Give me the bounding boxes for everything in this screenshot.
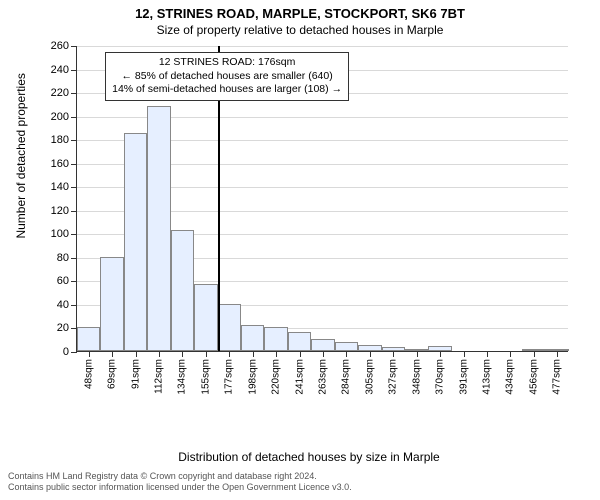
x-tick-label: 434sqm xyxy=(505,359,516,395)
x-tick-label: 91sqm xyxy=(130,359,141,389)
x-axis-label: Distribution of detached houses by size … xyxy=(178,450,439,464)
y-tick xyxy=(71,93,77,94)
y-tick xyxy=(71,46,77,47)
x-tick xyxy=(510,351,511,357)
x-tick-label: 391sqm xyxy=(458,359,469,395)
page-title: 12, STRINES ROAD, MARPLE, STOCKPORT, SK6… xyxy=(0,6,600,21)
title-block: 12, STRINES ROAD, MARPLE, STOCKPORT, SK6… xyxy=(0,0,600,37)
y-tick-label: 100 xyxy=(51,228,69,240)
x-tick-label: 305sqm xyxy=(364,359,375,395)
y-tick xyxy=(71,140,77,141)
y-tick xyxy=(71,352,77,353)
x-tick-label: 370sqm xyxy=(435,359,446,395)
histogram-bar xyxy=(335,342,358,351)
x-tick xyxy=(253,351,254,357)
y-tick xyxy=(71,211,77,212)
x-tick xyxy=(534,351,535,357)
x-tick xyxy=(370,351,371,357)
y-tick-label: 240 xyxy=(51,64,69,76)
y-axis-label: Number of detached properties xyxy=(14,73,28,238)
x-tick xyxy=(464,351,465,357)
x-tick-label: 69sqm xyxy=(107,359,118,389)
x-tick-label: 241sqm xyxy=(294,359,305,395)
x-tick-label: 112sqm xyxy=(154,359,165,394)
x-tick xyxy=(159,351,160,357)
y-tick xyxy=(71,187,77,188)
histogram-bar xyxy=(194,284,217,351)
x-tick-label: 48sqm xyxy=(83,359,94,389)
y-tick xyxy=(71,305,77,306)
x-tick-label: 177sqm xyxy=(224,359,235,395)
x-tick xyxy=(136,351,137,357)
grid-line xyxy=(77,46,568,47)
footer-line2: Contains public sector information licen… xyxy=(8,482,352,494)
histogram-bar xyxy=(218,304,241,351)
annotation-line2: ← 85% of detached houses are smaller (64… xyxy=(112,70,342,84)
x-tick xyxy=(440,351,441,357)
x-tick-label: 284sqm xyxy=(341,359,352,395)
x-tick xyxy=(300,351,301,357)
x-tick-label: 327sqm xyxy=(388,359,399,395)
y-tick xyxy=(71,281,77,282)
y-tick-label: 80 xyxy=(57,252,69,264)
x-tick-label: 134sqm xyxy=(177,359,188,395)
histogram-bar xyxy=(241,325,264,351)
x-tick-label: 413sqm xyxy=(482,359,493,395)
y-tick xyxy=(71,164,77,165)
y-tick-label: 40 xyxy=(57,299,69,311)
y-tick xyxy=(71,70,77,71)
x-tick-label: 456sqm xyxy=(528,359,539,395)
footer: Contains HM Land Registry data © Crown c… xyxy=(8,471,352,494)
x-tick-label: 155sqm xyxy=(200,359,211,395)
x-tick xyxy=(276,351,277,357)
y-tick-label: 160 xyxy=(51,158,69,170)
y-tick xyxy=(71,234,77,235)
histogram-bar xyxy=(147,106,170,351)
x-tick-label: 477sqm xyxy=(552,359,563,395)
x-tick xyxy=(206,351,207,357)
annotation-line1: 12 STRINES ROAD: 176sqm xyxy=(112,56,342,70)
y-tick-label: 180 xyxy=(51,134,69,146)
y-tick xyxy=(71,258,77,259)
histogram-bar xyxy=(264,327,287,351)
y-tick-label: 0 xyxy=(63,346,69,358)
x-tick xyxy=(182,351,183,357)
x-tick xyxy=(417,351,418,357)
annotation-box: 12 STRINES ROAD: 176sqm ← 85% of detache… xyxy=(105,52,349,101)
histogram-bar xyxy=(171,230,194,351)
histogram-bar xyxy=(288,332,311,351)
y-tick-label: 200 xyxy=(51,111,69,123)
x-tick xyxy=(89,351,90,357)
footer-line1: Contains HM Land Registry data © Crown c… xyxy=(8,471,352,483)
histogram-bar xyxy=(124,133,147,351)
y-tick-label: 60 xyxy=(57,275,69,287)
x-tick xyxy=(346,351,347,357)
x-tick-label: 348sqm xyxy=(411,359,422,395)
plot-area: 02040608010012014016018020022024026048sq… xyxy=(76,46,568,352)
x-tick-label: 198sqm xyxy=(247,359,258,395)
y-tick-label: 140 xyxy=(51,181,69,193)
x-tick xyxy=(112,351,113,357)
histogram-bar xyxy=(100,257,123,351)
histogram-bar xyxy=(77,327,100,351)
x-tick xyxy=(393,351,394,357)
annotation-line3: 14% of semi-detached houses are larger (… xyxy=(112,83,342,97)
histogram-bar xyxy=(311,339,334,351)
x-tick xyxy=(487,351,488,357)
x-tick xyxy=(323,351,324,357)
y-tick-label: 220 xyxy=(51,87,69,99)
y-tick-label: 260 xyxy=(51,40,69,52)
x-tick-label: 263sqm xyxy=(318,359,329,395)
y-tick-label: 20 xyxy=(57,322,69,334)
x-tick xyxy=(229,351,230,357)
x-tick xyxy=(557,351,558,357)
x-tick-label: 220sqm xyxy=(271,359,282,395)
y-tick xyxy=(71,117,77,118)
page-subtitle: Size of property relative to detached ho… xyxy=(0,23,600,37)
chart: Number of detached properties 0204060801… xyxy=(44,42,574,402)
y-tick-label: 120 xyxy=(51,205,69,217)
